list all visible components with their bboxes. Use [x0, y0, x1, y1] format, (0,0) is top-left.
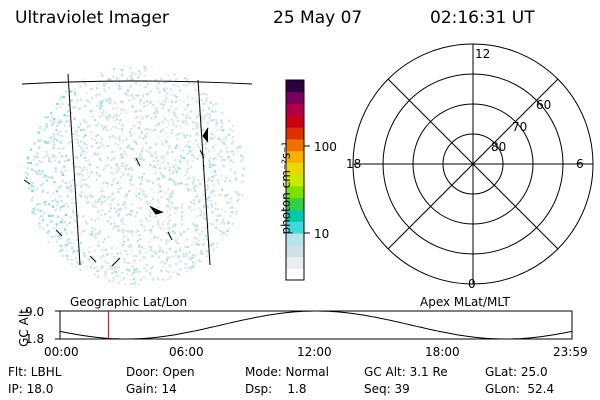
timeline-xtick-1800: 18:00 [425, 345, 460, 359]
altitude-curve [59, 310, 573, 340]
colorbar-cell [286, 91, 304, 105]
colorbar-cell [286, 244, 304, 258]
timeline-xtick-0000: 00:00 [44, 345, 79, 359]
info-ip: IP: 18.0 [8, 382, 54, 396]
colorbar-cell [286, 197, 304, 211]
colorbar-cell [286, 162, 304, 175]
colorbar-cell [286, 268, 304, 281]
lat-label-60: 60 [536, 98, 552, 112]
colorbar-cell [286, 115, 304, 128]
colorbar-cell [286, 80, 304, 93]
info-glat: GLat: 25.0 [485, 365, 548, 379]
timeline-ytick-9: 9.0 [25, 305, 45, 319]
colorbar-cell [286, 232, 304, 246]
colorbar-tick-100: 100 [314, 140, 337, 154]
info-glon: GLon: 52.4 [485, 382, 555, 396]
colorbar-cell [286, 174, 304, 187]
info-gain: Gain: 14 [126, 382, 177, 396]
colorbar-cell [286, 127, 304, 140]
instrument-title: Ultraviolet Imager [15, 8, 169, 28]
lat-label-70: 70 [512, 120, 528, 134]
lat-lon-grid [21, 73, 253, 266]
mlt-label-6: 6 [576, 157, 584, 171]
info-seq: Seq: 39 [364, 382, 410, 396]
colorbar-cell [286, 138, 304, 152]
apex-label: Apex MLat/MLT [420, 295, 510, 309]
colorbar-cell [286, 221, 304, 234]
info-door: Door: Open [126, 365, 195, 379]
time-label: 02:16:31 UT [430, 8, 535, 28]
info-mode: Mode: Normal [245, 365, 329, 379]
colorbar-tick-10: 10 [314, 227, 330, 241]
coastline-fragments [23, 127, 209, 267]
info-dsp: Dsp: 1.8 [245, 382, 307, 396]
date-label: 25 May 07 [273, 8, 363, 28]
colorbar-cell [286, 150, 304, 163]
mlt-label-0: 0 [468, 277, 476, 291]
timeline-xtick-0600: 06:00 [169, 345, 204, 359]
colorbar-cell [286, 209, 304, 222]
mlt-label-18: 18 [346, 157, 362, 171]
colorbar-cell [286, 185, 304, 199]
colorbar-cell [286, 103, 304, 116]
info-filter: Flt: LBHL [8, 365, 62, 379]
timeline-ytick-1-8: 1.8 [25, 332, 45, 346]
geographic-label: Geographic Lat/Lon [70, 295, 188, 309]
colorbar-cell [286, 256, 304, 269]
timeline-xtick-1200: 12:00 [297, 345, 332, 359]
timeline-xtick-2359: 23:59 [553, 345, 588, 359]
mlt-label-12: 12 [475, 47, 491, 61]
lat-label-80: 80 [491, 140, 507, 154]
info-gc-alt: GC Alt: 3.1 Re [364, 365, 448, 379]
uv-speckle-field [25, 65, 245, 285]
